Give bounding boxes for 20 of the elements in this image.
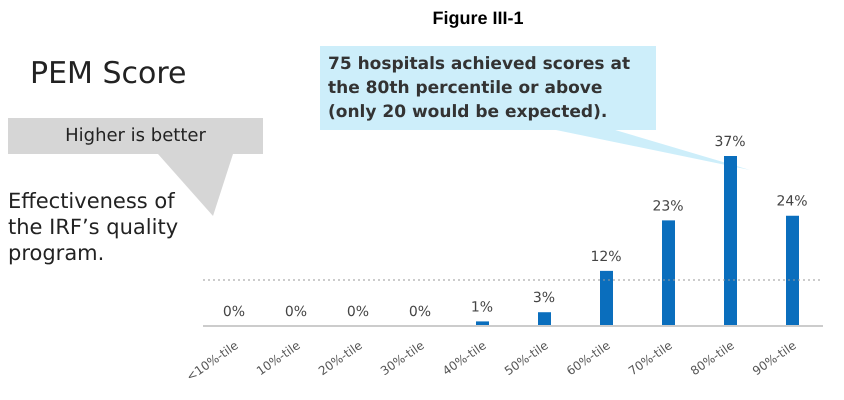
data-label: 37% — [714, 134, 746, 150]
bar — [538, 312, 551, 326]
bar — [724, 156, 737, 326]
chart-subtitle: PEM Score — [30, 56, 186, 91]
data-label: 3% — [532, 290, 556, 306]
bar — [600, 270, 613, 326]
data-label: 23% — [652, 198, 684, 214]
data-label: 24% — [776, 194, 808, 210]
chart-title: Figure III-1 — [431, 8, 524, 29]
data-label: 1% — [470, 299, 494, 316]
bar — [662, 220, 675, 326]
bar — [786, 216, 799, 326]
data-label: 0% — [408, 304, 432, 320]
data-label: 0% — [284, 304, 308, 320]
callout-box: 75 hospitals achieved scores at the 80th percentile or above (only 20 would be expected). — [320, 46, 656, 130]
data-label: 0% — [346, 304, 370, 320]
callout-box: Higher is better — [8, 118, 263, 154]
text: Effectiveness of the IRF’s quality program. — [8, 188, 180, 266]
data-label: 0% — [222, 304, 246, 320]
data-label: 12% — [590, 248, 622, 265]
